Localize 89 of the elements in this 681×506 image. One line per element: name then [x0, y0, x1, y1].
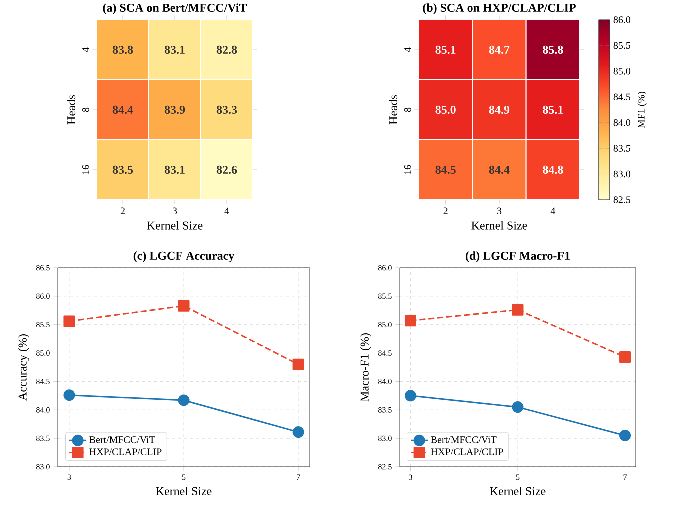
- point: [404, 390, 416, 402]
- data-label: 83.1: [164, 166, 185, 174]
- color-bar-label: 86.0: [614, 16, 631, 24]
- data-label: 83.5: [112, 166, 134, 174]
- x-tick-label: 3: [409, 474, 412, 480]
- data-label: 85.1: [543, 106, 564, 114]
- y-tick-label: 84.5: [36, 378, 50, 384]
- x-tick-label: 5: [516, 474, 520, 480]
- y-tick-label: 86.0: [36, 294, 50, 300]
- y-tick-label: 83.0: [378, 436, 392, 442]
- data-label: 84.8: [543, 166, 564, 174]
- data-label: 82.6: [216, 166, 238, 174]
- data-label: 82.8: [216, 46, 238, 54]
- y-tick-label: 85.0: [378, 322, 392, 328]
- point: [64, 316, 76, 328]
- x-tick-label: 4: [550, 208, 556, 214]
- y-tick-label: 86.0: [378, 265, 392, 271]
- y-tick-label: 85.5: [36, 322, 50, 328]
- x-tick-label: 5: [182, 474, 186, 480]
- data-label: 83.9: [164, 106, 186, 114]
- y-axis-title: Macro-F1 (%): [360, 334, 372, 402]
- data-label: 84.7: [489, 46, 510, 54]
- color-bar-label: 85.5: [614, 42, 631, 50]
- x-tick-label: 3: [68, 474, 72, 480]
- y-tick-label: 83.5: [378, 407, 392, 413]
- y-tick-label: 84.5: [378, 350, 392, 356]
- y-tick-label: 4: [82, 48, 90, 52]
- color-bar-title: MF1 (%): [638, 92, 647, 128]
- color-bar-label: 85.0: [614, 68, 631, 75]
- y-axis-title: Heads: [389, 95, 398, 125]
- chart-title: (a) SCA on Bert/MFCC/ViT: [103, 4, 248, 14]
- y-tick-label: 84.0: [36, 407, 50, 413]
- x-tick-label: 2: [120, 208, 125, 214]
- point: [512, 402, 524, 414]
- y-tick-label: 16: [404, 165, 412, 174]
- x-axis-title: Kernel Size: [156, 487, 212, 496]
- chart-title: (c) LGCF Accuracy: [134, 252, 235, 262]
- y-axis-title: Heads: [67, 95, 76, 125]
- point: [178, 394, 190, 406]
- x-axis-title: Kernel Size: [490, 487, 546, 496]
- data-label: 84.4: [489, 166, 510, 174]
- y-axis-title: Accuracy (%): [18, 334, 30, 401]
- y-tick-label: 8: [82, 108, 90, 112]
- point: [292, 358, 304, 370]
- data-label: 83.8: [112, 46, 134, 54]
- y-tick-label: 85.5: [378, 294, 392, 300]
- x-axis-title: Kernel Size: [472, 221, 528, 230]
- y-tick-label: 4: [404, 48, 412, 52]
- y-tick-label: 8: [404, 108, 412, 112]
- point: [64, 390, 76, 402]
- color-bar-label: 82.5: [614, 196, 631, 204]
- point: [620, 352, 632, 364]
- y-tick-label: 83.0: [36, 464, 50, 470]
- chart-title: (d) LGCF Macro-F1: [466, 252, 570, 262]
- x-tick-label: 4: [224, 208, 230, 214]
- data-label: 84.9: [489, 106, 510, 114]
- y-tick-label: 82.5: [378, 464, 392, 470]
- x-tick-label: 2: [444, 208, 448, 214]
- y-tick-label: 16: [82, 165, 90, 174]
- point: [292, 426, 304, 438]
- data-label: 85.8: [543, 46, 564, 54]
- data-label: 84.5: [436, 166, 456, 174]
- x-tick-label: 7: [297, 474, 300, 480]
- data-label: 85.0: [436, 106, 456, 114]
- color-bar-label: 84.0: [614, 119, 631, 126]
- color-bar-label: 84.5: [614, 94, 631, 101]
- x-axis-title: Kernel Size: [147, 221, 203, 230]
- color-bar-label: 83.5: [614, 145, 631, 152]
- data-label: 83.1: [164, 46, 185, 54]
- x-tick-label: 3: [497, 208, 502, 215]
- chart-title: (b) SCA on HXP/CLAP/CLIP: [423, 4, 576, 14]
- legend-label: Bert/MFCC/ViT: [90, 436, 156, 444]
- x-tick-label: 7: [624, 474, 628, 480]
- y-tick-label: 83.5: [36, 436, 50, 442]
- point: [178, 300, 190, 312]
- point: [404, 315, 416, 327]
- y-tick-label: 86.5: [36, 265, 50, 271]
- x-tick-label: 3: [172, 208, 178, 215]
- point: [620, 430, 632, 442]
- data-label: 83.3: [216, 106, 238, 114]
- data-label: 84.4: [112, 106, 134, 114]
- legend-label: Bert/MFCC/ViT: [431, 436, 497, 444]
- y-tick-label: 84.0: [378, 378, 392, 384]
- data-label: 85.1: [436, 46, 456, 54]
- point: [512, 304, 524, 316]
- legend-label: HXP/CLAP/CLIP: [90, 448, 162, 456]
- y-tick-label: 85.0: [36, 350, 50, 356]
- legend-label: HXP/CLAP/CLIP: [431, 448, 504, 456]
- color-bar-label: 83.0: [614, 170, 631, 178]
